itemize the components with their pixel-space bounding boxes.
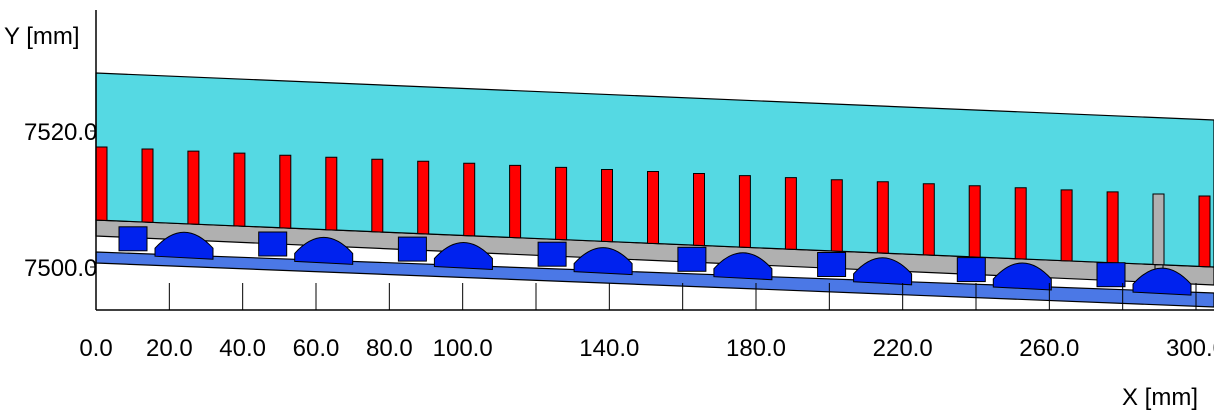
stator-coil [1198, 195, 1211, 268]
x-tick-label: 180.0 [726, 335, 786, 362]
stator-coil [371, 158, 384, 233]
x-tick-label: 300.0 [1166, 335, 1214, 362]
y-axis-title: Y [mm] [4, 23, 80, 50]
stator-coil [784, 177, 797, 250]
stator-coil [141, 148, 154, 223]
magnet-dome [1132, 267, 1192, 296]
stator-coil [279, 154, 292, 229]
magnet-block [956, 257, 986, 283]
magnet-dome [154, 231, 214, 260]
magnet-block [537, 241, 567, 267]
stator-coil [601, 169, 613, 243]
magnet-block [397, 236, 427, 262]
x-ticks: 0.0 20.0 40.0 60.0 80.0 100.0 140.0 180.0 220.0 2… [79, 283, 1214, 362]
magnet-dome [433, 242, 493, 271]
stator-coil [95, 146, 108, 222]
x-tick-label: 60.0 [293, 335, 340, 362]
magnet-block [118, 226, 148, 252]
magnet-dome [294, 237, 354, 265]
stator-coil [509, 164, 522, 239]
x-tick-label: 80.0 [366, 335, 413, 362]
magnet-block [817, 252, 847, 277]
stator-coil [968, 185, 981, 258]
magnet-block [258, 231, 288, 257]
axes: 0.0 20.0 40.0 60.0 80.0 100.0 140.0 180.0 220.0 2… [4, 10, 1214, 411]
magnet-dome [853, 257, 913, 286]
stator-coil [555, 166, 568, 241]
stator-coil [187, 150, 200, 225]
magnet-dome [713, 252, 773, 281]
stator-coil [876, 181, 889, 254]
stator-coil [417, 160, 430, 235]
x-tick-label: 0.0 [79, 335, 112, 362]
stator-coil [463, 162, 476, 237]
magnet-block [1096, 262, 1126, 288]
stator-coil [647, 171, 659, 245]
stator-coil [325, 156, 338, 231]
stator-coil [1014, 187, 1027, 260]
y-tick-label: 7520.0 [24, 119, 97, 146]
magnet-dome [573, 247, 633, 276]
stator-coil [1060, 189, 1073, 262]
marker-tooth [1152, 193, 1165, 266]
y-ticks: 7520.0 7500.0 [24, 119, 97, 282]
x-tick-label: 100.0 [433, 335, 493, 362]
stator-coil [830, 179, 843, 252]
stator-coil [693, 173, 705, 247]
stator-coil [233, 152, 246, 227]
machine-geometry [95, 72, 1214, 308]
stator-coil [922, 183, 935, 256]
x-tick-label: 220.0 [873, 335, 933, 362]
stator-coil [738, 175, 751, 249]
x-axis-title: X [mm] [1122, 384, 1198, 411]
stator-coil [1106, 191, 1119, 264]
y-tick-label: 7500.0 [24, 255, 97, 282]
x-tick-label: 20.0 [146, 335, 193, 362]
x-tick-label: 260.0 [1019, 335, 1079, 362]
magnet-dome [992, 262, 1052, 291]
x-tick-label: 40.0 [219, 335, 266, 362]
magnet-block [677, 246, 707, 272]
x-tick-label: 140.0 [579, 335, 639, 362]
